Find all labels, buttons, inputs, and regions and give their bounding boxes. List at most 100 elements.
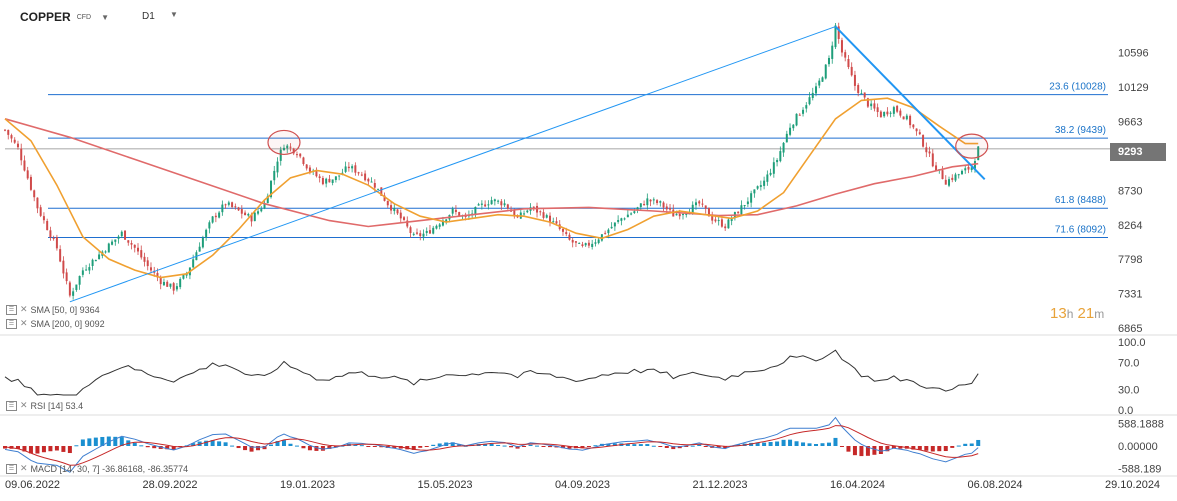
macd-histogram-bar: [723, 446, 728, 449]
candle-body: [639, 203, 642, 208]
candle-body: [250, 214, 253, 222]
candle-body: [159, 277, 162, 285]
candle-body: [10, 135, 13, 139]
candle-body: [863, 92, 866, 98]
macd-histogram-bar: [171, 446, 176, 450]
timer-hours: 13: [1050, 305, 1067, 322]
candle-body: [523, 213, 526, 215]
macd-histogram-bar: [28, 446, 33, 454]
settings-icon[interactable]: ☰: [6, 463, 17, 474]
macd-histogram-bar: [223, 442, 228, 446]
candle-body: [231, 202, 234, 207]
settings-icon[interactable]: ☰: [6, 318, 17, 329]
settings-icon[interactable]: ☰: [6, 400, 17, 411]
candle-body: [360, 174, 363, 176]
candle-body: [334, 176, 337, 180]
candle-body: [792, 124, 795, 129]
candle-body: [240, 209, 243, 214]
candle-body: [675, 214, 678, 216]
symbol-dropdown-icon[interactable]: ▼: [101, 12, 109, 22]
candle-body: [172, 283, 175, 291]
timeframe-label[interactable]: D1: [142, 11, 155, 22]
y-tick-label: 7331: [1118, 289, 1142, 301]
timeframe-dropdown-icon[interactable]: ▼: [170, 10, 178, 19]
candle-body: [65, 272, 68, 282]
macd-histogram-bar: [35, 446, 40, 454]
candle-body: [513, 210, 516, 217]
macd-histogram-bar: [632, 444, 637, 446]
candle-body: [857, 85, 860, 93]
candle-body: [211, 216, 214, 223]
candle-body: [643, 204, 646, 206]
candle-body: [68, 282, 71, 296]
candle-body: [574, 241, 577, 243]
macd-histogram-bar: [535, 445, 540, 447]
candle-body: [571, 240, 574, 243]
candle-body: [691, 204, 694, 214]
candle-body: [944, 179, 947, 185]
candle-body: [584, 243, 587, 246]
settings-icon[interactable]: ☰: [6, 304, 17, 315]
macd-histogram-bar: [424, 446, 429, 447]
macd-histogram-bar: [320, 446, 325, 451]
macd-histogram-bar: [41, 446, 46, 453]
macd-histogram-bar: [956, 445, 961, 447]
candle-body: [435, 225, 438, 229]
macd-histogram-bar: [67, 446, 72, 454]
candle-body: [347, 166, 350, 169]
candle-body: [922, 135, 925, 147]
close-icon[interactable]: ✕: [20, 318, 28, 328]
candle-body: [26, 170, 29, 179]
candle-body: [383, 195, 386, 201]
candle-body: [81, 270, 84, 275]
macd-histogram-bar: [541, 446, 546, 447]
macd-histogram-bar: [833, 437, 838, 446]
candle-body: [321, 178, 324, 185]
candle-body: [870, 103, 873, 107]
candle-body: [568, 234, 571, 240]
candle-body: [377, 188, 380, 190]
candle-body: [445, 219, 448, 222]
candle-body: [909, 115, 912, 126]
candle-body: [607, 229, 610, 234]
macd-histogram-bar: [917, 446, 922, 450]
candle-body: [36, 197, 39, 209]
candle-body: [960, 170, 963, 175]
macd-histogram-bar: [139, 445, 144, 447]
candle-body: [795, 113, 798, 126]
candle-timer: 13h 21m: [1050, 305, 1104, 322]
close-icon[interactable]: ✕: [20, 463, 28, 473]
candle-body: [772, 162, 775, 174]
candle-body: [111, 241, 114, 245]
macd-histogram-bar: [15, 446, 20, 449]
sma200-legend-label: SMA [200, 0] 9092: [30, 318, 105, 329]
candle-body: [315, 171, 318, 177]
candle-body: [886, 111, 889, 115]
macd-histogram-bar: [567, 446, 572, 449]
candle-body: [591, 243, 594, 247]
candle-body: [299, 153, 302, 157]
candle-body: [649, 199, 652, 202]
close-icon[interactable]: ✕: [20, 400, 28, 410]
macd-histogram-bar: [638, 444, 643, 446]
macd-histogram-bar: [651, 445, 656, 447]
candle-body: [409, 227, 412, 234]
candle-body: [656, 200, 659, 204]
candle-body: [763, 180, 766, 186]
candle-body: [626, 214, 629, 218]
candle-body: [39, 207, 42, 216]
candle-body: [782, 142, 785, 153]
candle-body: [597, 239, 600, 244]
macd-histogram-bar: [327, 446, 332, 449]
macd-histogram-bar: [54, 446, 59, 451]
macd-histogram-bar: [943, 446, 948, 452]
fib-level-label: 38.2 (9439): [1055, 125, 1106, 136]
close-icon[interactable]: ✕: [20, 304, 28, 314]
macd-histogram-bar: [294, 445, 299, 447]
candle-body: [669, 208, 672, 210]
macd-histogram-bar: [606, 443, 611, 446]
candle-body: [292, 148, 295, 154]
candle-body: [46, 221, 49, 231]
x-tick-label: 15.05.2023: [418, 479, 473, 491]
